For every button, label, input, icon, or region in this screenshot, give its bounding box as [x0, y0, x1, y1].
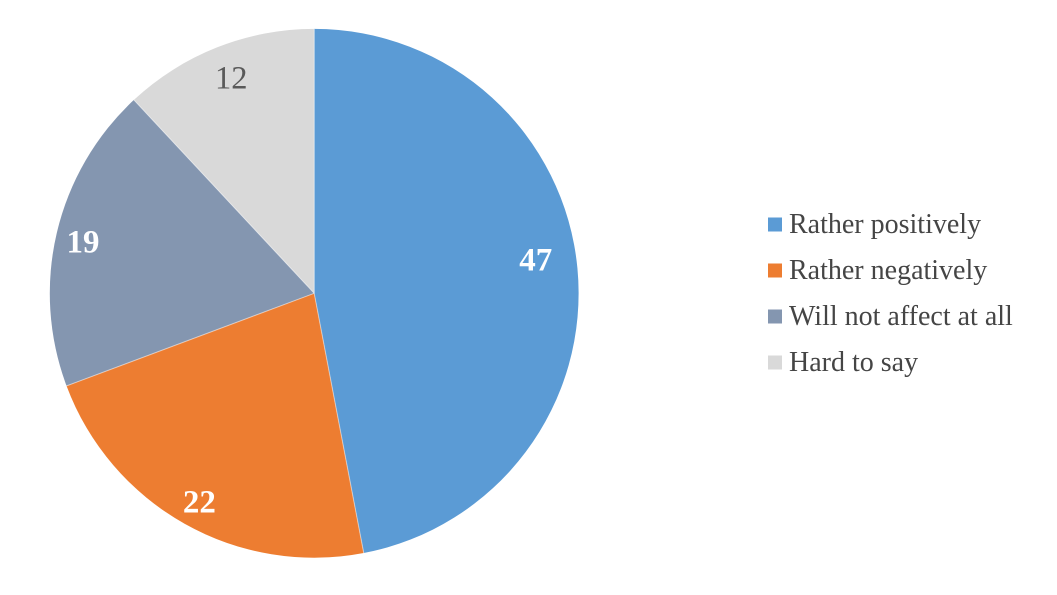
svg-text:22: 22 [183, 485, 216, 521]
svg-text:Rather negatively: Rather negatively [789, 255, 987, 286]
svg-text:Hard to say: Hard to say [789, 347, 918, 378]
svg-text:47: 47 [519, 242, 552, 278]
svg-text:Rather positively: Rather positively [789, 209, 981, 240]
svg-text:12: 12 [215, 60, 248, 96]
svg-text:Will not affect at all: Will not affect at all [789, 301, 1013, 332]
svg-text:19: 19 [67, 224, 100, 260]
